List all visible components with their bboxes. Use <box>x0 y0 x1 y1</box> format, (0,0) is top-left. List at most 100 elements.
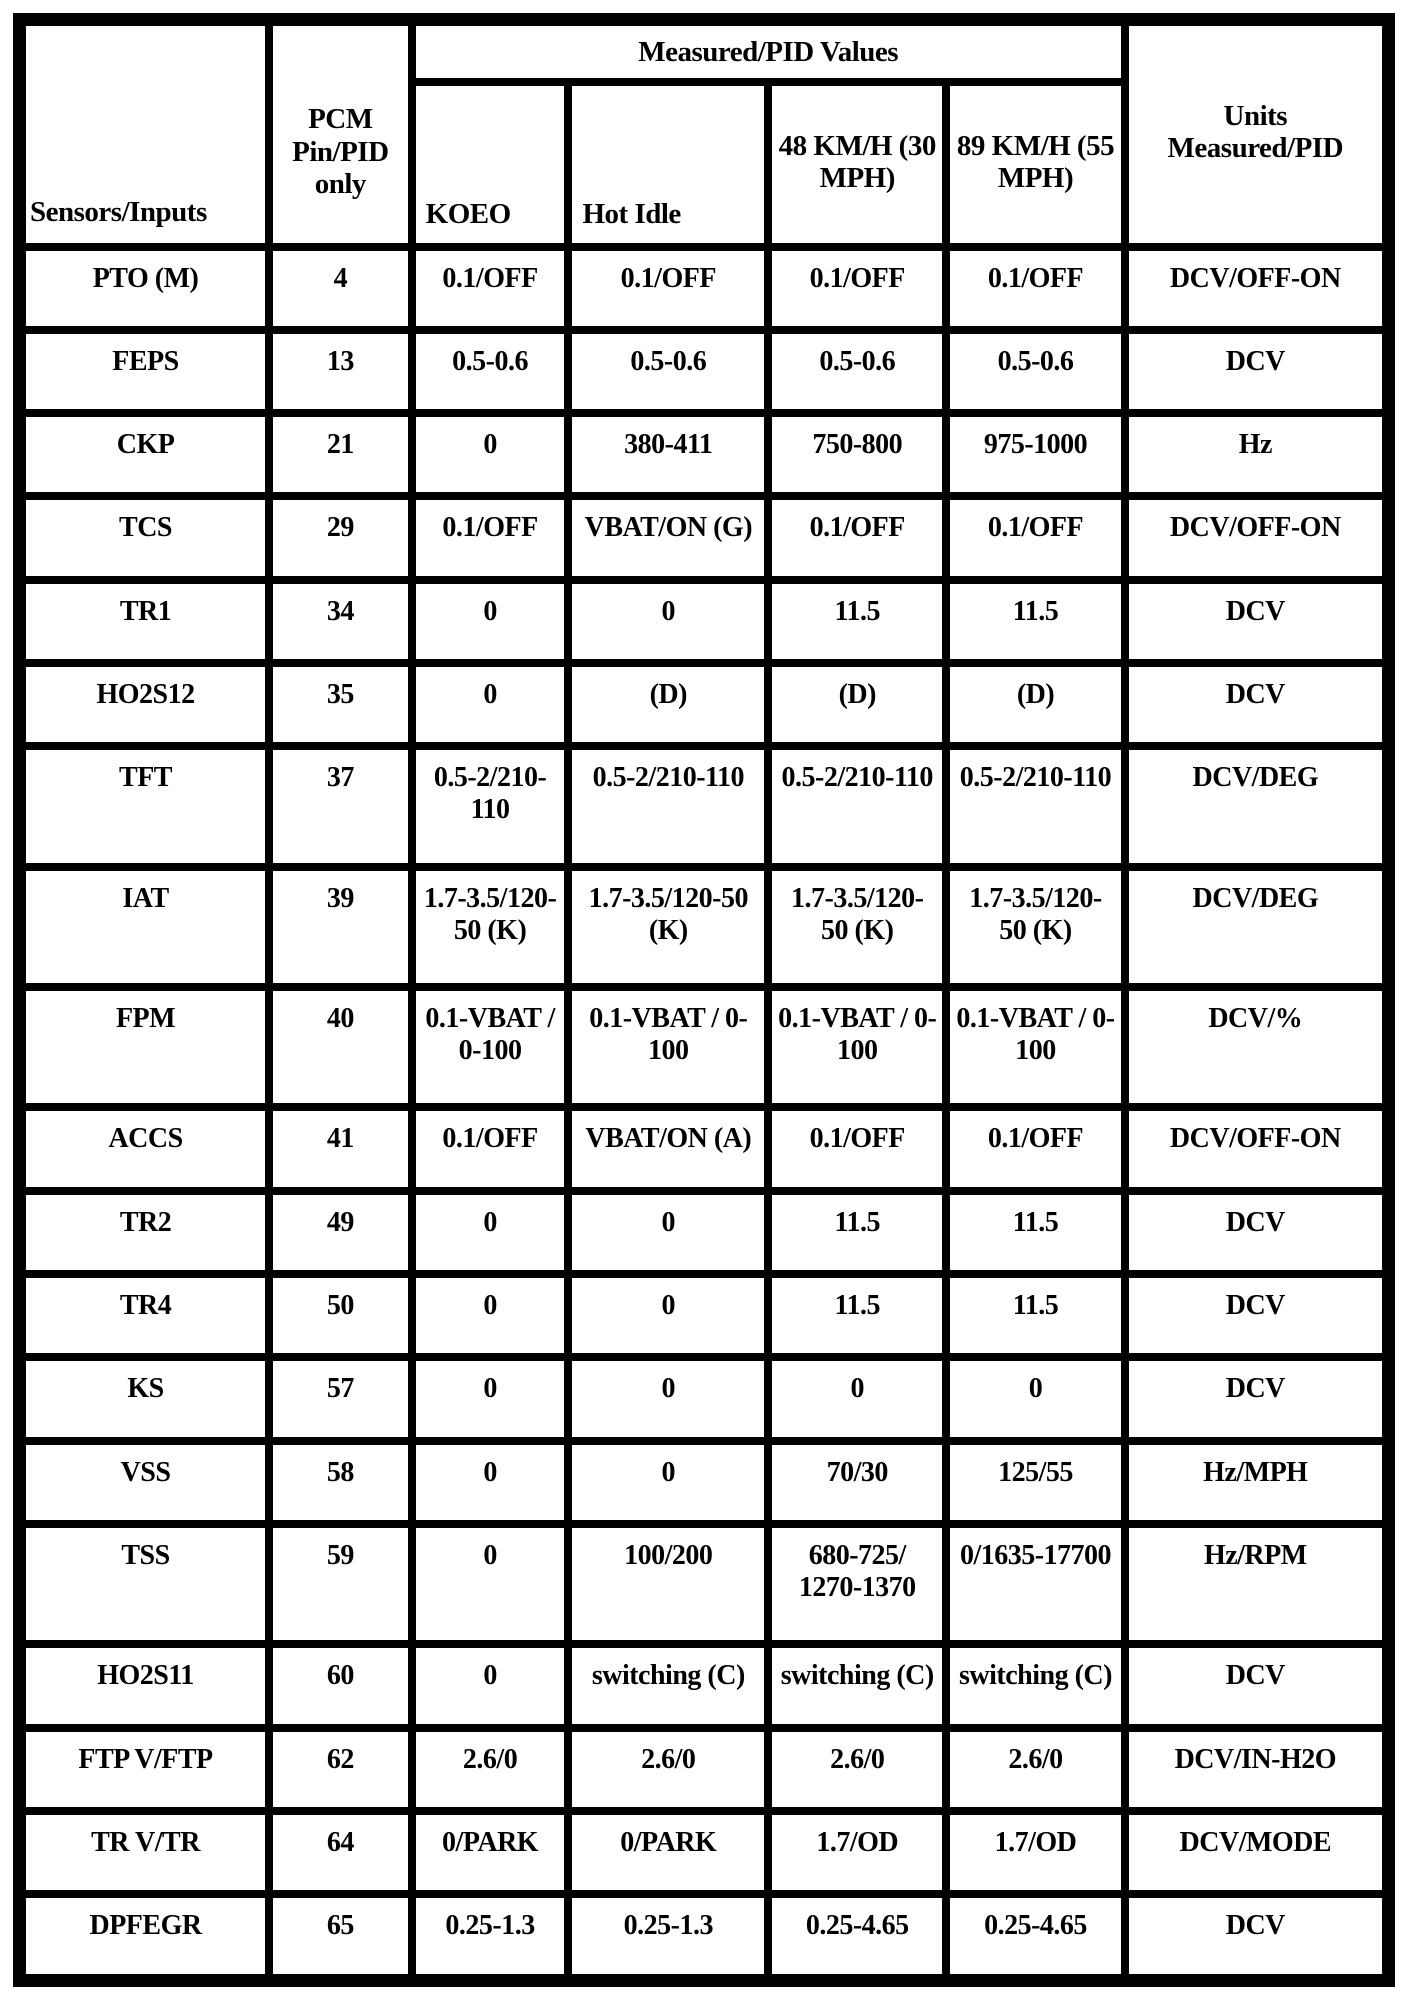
kmh89-cell: 11.5 <box>942 1270 1129 1362</box>
kmh48-cell: 11.5 <box>764 575 951 667</box>
hot-idle-cell: 0 <box>564 1353 773 1445</box>
sensor-cell: IAT <box>15 862 274 992</box>
koeo-cell: 0.25-1.3 <box>407 1890 573 1985</box>
pin-cell: 60 <box>265 1640 416 1732</box>
kmh48-cell: 0.1-VBAT / 0-100 <box>764 983 951 1112</box>
sensor-cell: FTP V/FTP <box>15 1723 274 1815</box>
table-header: Sensors/Inputs PCM Pin/PID only Measured… <box>15 15 1393 251</box>
sensor-cell: TR4 <box>15 1270 274 1362</box>
table-row: HO2S12 35 0 (D) (D) (D) DCV <box>15 658 1393 751</box>
koeo-cell: 0.5-2/210-110 <box>407 742 573 871</box>
hot-idle-cell: 0.5-0.6 <box>564 325 773 418</box>
koeo-cell: 0 <box>407 1519 573 1649</box>
header-row-group: Sensors/Inputs PCM Pin/PID only Measured… <box>15 15 1393 251</box>
table-row: TR4 50 0 0 11.5 11.5 DCV <box>15 1270 1393 1362</box>
kmh48-cell: 0 <box>764 1353 951 1445</box>
table-row: IAT 39 1.7-3.5/120-50 (K) 1.7-3.5/120-50… <box>15 862 1393 992</box>
header-units-measured-pid: Units Measured/PID <box>1120 15 1393 251</box>
table-row: FPM 40 0.1-VBAT / 0-100 0.1-VBAT / 0-100… <box>15 983 1393 1112</box>
hot-idle-cell: 1.7-3.5/120-50 (K) <box>564 862 773 992</box>
header-koeo: KOEO <box>407 77 573 251</box>
sensor-cell: PTO (M) <box>15 242 274 334</box>
kmh89-cell: 0.5-0.6 <box>942 325 1129 418</box>
hot-idle-cell: 0.1-VBAT / 0-100 <box>564 983 773 1112</box>
units-cell: DCV/MODE <box>1120 1806 1393 1899</box>
kmh48-cell: 0.5-2/210-110 <box>764 742 951 871</box>
units-cell: DCV <box>1120 1640 1393 1732</box>
kmh89-cell: 975-1000 <box>942 409 1129 501</box>
pin-cell: 40 <box>265 983 416 1112</box>
units-cell: DCV <box>1120 1890 1393 1985</box>
kmh89-cell: 1.7-3.5/120-50 (K) <box>942 862 1129 992</box>
kmh48-cell: (D) <box>764 658 951 751</box>
kmh48-cell: 750-800 <box>764 409 951 501</box>
kmh48-cell: 0.1/OFF <box>764 492 951 584</box>
table-row: HO2S11 60 0 switching (C) switching (C) … <box>15 1640 1393 1732</box>
units-cell: Hz/MPH <box>1120 1436 1393 1528</box>
units-cell: DCV/OFF-ON <box>1120 1103 1393 1195</box>
pin-cell: 37 <box>265 742 416 871</box>
hot-idle-cell: switching (C) <box>564 1640 773 1732</box>
kmh89-cell: 0.1/OFF <box>942 492 1129 584</box>
kmh48-cell: 0.1/OFF <box>764 242 951 334</box>
units-cell: Hz <box>1120 409 1393 501</box>
hot-idle-cell: (D) <box>564 658 773 751</box>
pin-cell: 64 <box>265 1806 416 1899</box>
koeo-cell: 0.1/OFF <box>407 1103 573 1195</box>
sensor-cell: TR2 <box>15 1186 274 1279</box>
koeo-cell: 0 <box>407 658 573 751</box>
table-row: TCS 29 0.1/OFF VBAT/ON (G) 0.1/OFF 0.1/O… <box>15 492 1393 584</box>
sensor-cell: TCS <box>15 492 274 584</box>
hot-idle-cell: 0 <box>564 1436 773 1528</box>
kmh89-cell: 125/55 <box>942 1436 1129 1528</box>
kmh48-cell: 1.7-3.5/120-50 (K) <box>764 862 951 992</box>
pin-cell: 29 <box>265 492 416 584</box>
sensor-cell: DPFEGR <box>15 1890 274 1985</box>
units-cell: DCV <box>1120 1186 1393 1279</box>
kmh89-cell: 11.5 <box>942 1186 1129 1279</box>
units-cell: DCV/DEG <box>1120 862 1393 992</box>
kmh89-cell: 11.5 <box>942 575 1129 667</box>
kmh48-cell: 11.5 <box>764 1186 951 1279</box>
table-row: VSS 58 0 0 70/30 125/55 Hz/MPH <box>15 1436 1393 1528</box>
header-sensors-inputs: Sensors/Inputs <box>15 15 274 251</box>
kmh89-cell: switching (C) <box>942 1640 1129 1732</box>
table-row: TR V/TR 64 0/PARK 0/PARK 1.7/OD 1.7/OD D… <box>15 1806 1393 1899</box>
pin-cell: 35 <box>265 658 416 751</box>
kmh89-cell: (D) <box>942 658 1129 751</box>
sensor-cell: KS <box>15 1353 274 1445</box>
header-measured-pid-values: Measured/PID Values <box>407 15 1129 86</box>
units-cell: DCV/DEG <box>1120 742 1393 871</box>
header-89-kmh: 89 KM/H (55 MPH) <box>942 77 1129 251</box>
hot-idle-cell: 100/200 <box>564 1519 773 1649</box>
table-row: KS 57 0 0 0 0 DCV <box>15 1353 1393 1445</box>
pin-cell: 41 <box>265 1103 416 1195</box>
pin-cell: 34 <box>265 575 416 667</box>
kmh89-cell: 0.5-2/210-110 <box>942 742 1129 871</box>
pin-cell: 50 <box>265 1270 416 1362</box>
sensor-cell: HO2S12 <box>15 658 274 751</box>
kmh89-cell: 0.1-VBAT / 0-100 <box>942 983 1129 1112</box>
units-cell: DCV <box>1120 1353 1393 1445</box>
sensor-cell: TR1 <box>15 575 274 667</box>
hot-idle-cell: 0.25-1.3 <box>564 1890 773 1985</box>
koeo-cell: 0 <box>407 1436 573 1528</box>
sensor-cell: TSS <box>15 1519 274 1649</box>
table-row: DPFEGR 65 0.25-1.3 0.25-1.3 0.25-4.65 0.… <box>15 1890 1393 1985</box>
sensor-cell: TR V/TR <box>15 1806 274 1899</box>
kmh89-cell: 0.1/OFF <box>942 1103 1129 1195</box>
hot-idle-cell: 0 <box>564 1270 773 1362</box>
pin-cell: 59 <box>265 1519 416 1649</box>
sensor-cell: HO2S11 <box>15 1640 274 1732</box>
units-cell: DCV/% <box>1120 983 1393 1112</box>
sensor-cell: FPM <box>15 983 274 1112</box>
table-row: ACCS 41 0.1/OFF VBAT/ON (A) 0.1/OFF 0.1/… <box>15 1103 1393 1195</box>
koeo-cell: 0.1-VBAT / 0-100 <box>407 983 573 1112</box>
koeo-cell: 0/PARK <box>407 1806 573 1899</box>
kmh48-cell: 680-725/ 1270-1370 <box>764 1519 951 1649</box>
kmh48-cell: 0.5-0.6 <box>764 325 951 418</box>
hot-idle-cell: 0 <box>564 575 773 667</box>
sensor-cell: TFT <box>15 742 274 871</box>
table-row: TR1 34 0 0 11.5 11.5 DCV <box>15 575 1393 667</box>
sensor-cell: CKP <box>15 409 274 501</box>
